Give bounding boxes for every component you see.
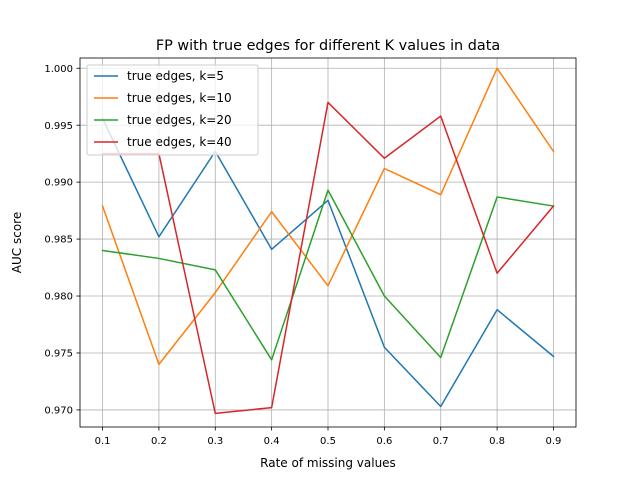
legend-label: true edges, k=5 xyxy=(127,69,224,83)
x-tick-label: 0.7 xyxy=(433,436,449,447)
x-tick-label: 0.3 xyxy=(207,436,223,447)
legend-box xyxy=(86,64,259,156)
y-tick-label: 0.970 xyxy=(44,406,73,417)
x-tick-label: 0.9 xyxy=(546,436,562,447)
x-tick-label: 0.2 xyxy=(151,436,167,447)
x-axis-label: Rate of missing values xyxy=(260,456,396,470)
y-tick-label: 0.975 xyxy=(44,349,73,360)
legend-label: true edges, k=40 xyxy=(127,135,232,149)
series-line-4 xyxy=(101,101,555,415)
series-line-3 xyxy=(101,189,555,361)
y-tick-label: 0.995 xyxy=(44,121,73,132)
series-line-1 xyxy=(101,117,555,408)
y-tick-label: 0.985 xyxy=(44,235,73,246)
x-tick-label: 0.1 xyxy=(95,436,111,447)
x-tick-label: 0.4 xyxy=(264,436,280,447)
y-tick-label: 0.980 xyxy=(44,292,73,303)
y-axis: 0.970 0.975 0.980 0.985 0.990 0.995 1.000 xyxy=(44,64,80,417)
x-axis: 0.1 0.2 0.3 0.4 0.5 0.6 0.7 0.8 0.9 xyxy=(95,427,562,447)
x-tick-label: 0.8 xyxy=(489,436,505,447)
legend-label: true edges, k=10 xyxy=(127,91,232,105)
x-tick-label: 0.5 xyxy=(320,436,336,447)
series-layer xyxy=(101,67,555,415)
legend-label: true edges, k=20 xyxy=(127,113,232,127)
y-axis-label: AUC score xyxy=(10,212,24,273)
series-line-2 xyxy=(101,67,555,366)
legend: true edges, k=5 true edges, k=10 true edge… xyxy=(86,64,259,156)
y-tick-label: 0.990 xyxy=(44,178,73,189)
chart-title: FP with true edges for different K value… xyxy=(156,38,500,54)
y-tick-label: 1.000 xyxy=(44,64,73,75)
x-tick-label: 0.6 xyxy=(376,436,392,447)
